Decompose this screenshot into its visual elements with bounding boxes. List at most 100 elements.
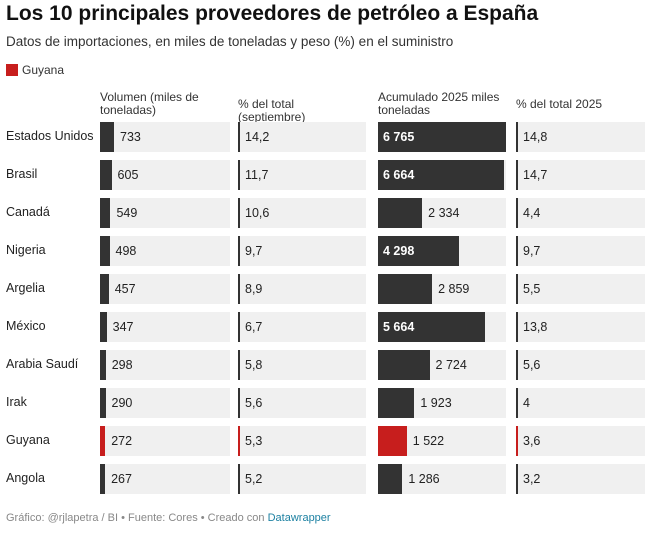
bar bbox=[378, 236, 460, 266]
row-label: Arabia Saudí bbox=[6, 357, 79, 371]
value-label: 5,8 bbox=[245, 358, 263, 372]
legend: Guyana bbox=[6, 63, 64, 77]
value-label: 13,8 bbox=[523, 320, 548, 334]
bar bbox=[100, 160, 112, 190]
value-rule bbox=[516, 274, 518, 304]
value-rule bbox=[516, 350, 518, 380]
value-rule bbox=[238, 198, 240, 228]
cell-bg bbox=[238, 274, 366, 304]
value-label: 4 bbox=[523, 396, 530, 410]
bar bbox=[378, 122, 506, 152]
value-label: 6 664 bbox=[383, 168, 415, 182]
value-label: 457 bbox=[114, 282, 136, 296]
cell-bg bbox=[100, 388, 230, 418]
value-rule bbox=[516, 312, 518, 342]
value-label: 14,7 bbox=[523, 168, 548, 182]
bar bbox=[378, 274, 433, 304]
value-rule bbox=[238, 274, 240, 304]
value-label: 5,3 bbox=[245, 434, 263, 448]
value-rule bbox=[238, 236, 240, 266]
subtitle: Datos de importaciones, en miles de tone… bbox=[6, 34, 454, 49]
bar bbox=[378, 464, 403, 494]
row-label: Brasil bbox=[6, 167, 38, 181]
row-label: México bbox=[6, 319, 46, 333]
cell-bg bbox=[238, 160, 366, 190]
cell-bg bbox=[238, 464, 366, 494]
bar bbox=[100, 388, 106, 418]
bar bbox=[378, 426, 407, 456]
value-rule bbox=[516, 236, 518, 266]
column-header: % del total (septiembre) bbox=[238, 97, 306, 124]
title: Los 10 principales proveedores de petról… bbox=[6, 2, 539, 25]
value-rule bbox=[238, 312, 240, 342]
value-rule bbox=[516, 388, 518, 418]
value-label: 290 bbox=[111, 396, 133, 410]
value-rule bbox=[516, 122, 518, 152]
value-label: 6 765 bbox=[383, 130, 415, 144]
value-label: 10,6 bbox=[245, 206, 270, 220]
value-label: 3,2 bbox=[523, 472, 541, 486]
value-label: 5,2 bbox=[245, 472, 263, 486]
cell-bg bbox=[100, 426, 230, 456]
row-label: Irak bbox=[6, 395, 27, 409]
legend-label: Guyana bbox=[22, 63, 65, 77]
bar bbox=[100, 198, 111, 228]
cell-bg bbox=[516, 122, 645, 152]
value-rule bbox=[238, 464, 240, 494]
cell-bg bbox=[238, 350, 366, 380]
value-label: 4,4 bbox=[523, 206, 541, 220]
value-label: 733 bbox=[120, 130, 141, 144]
cell-bg bbox=[238, 312, 366, 342]
value-label: 6,7 bbox=[245, 320, 263, 334]
value-rule bbox=[238, 160, 240, 190]
value-label: 267 bbox=[111, 472, 132, 486]
cell-bg bbox=[516, 464, 645, 494]
cell-bg bbox=[238, 236, 366, 266]
value-rule bbox=[516, 426, 518, 456]
value-label: 347 bbox=[112, 320, 134, 334]
cell-bg bbox=[100, 274, 230, 304]
value-label: 298 bbox=[111, 358, 133, 372]
column-header: Acumulado 2025 miles toneladas bbox=[378, 90, 500, 117]
cell-bg bbox=[100, 198, 230, 228]
value-label: 9,7 bbox=[523, 244, 541, 258]
column-header: Volumen (miles de toneladas) bbox=[100, 90, 199, 117]
cell-bg bbox=[100, 350, 230, 380]
row-label: Guyana bbox=[6, 433, 50, 447]
legend-swatch bbox=[6, 64, 18, 76]
footer-link[interactable]: Datawrapper bbox=[267, 512, 331, 524]
value-label: 2 859 bbox=[438, 282, 470, 296]
value-label: 5 664 bbox=[383, 320, 415, 334]
bar bbox=[100, 312, 107, 342]
value-label: 14,8 bbox=[523, 130, 548, 144]
cell-bg bbox=[516, 198, 645, 228]
value-label: 2 724 bbox=[435, 358, 467, 372]
value-label: 1 286 bbox=[408, 472, 440, 486]
bar bbox=[100, 350, 106, 380]
cell-bg bbox=[100, 160, 230, 190]
value-label: 498 bbox=[115, 244, 137, 258]
cell-bg bbox=[516, 160, 645, 190]
value-rule bbox=[238, 122, 240, 152]
value-label: 8,9 bbox=[245, 282, 263, 296]
cell-bg bbox=[516, 350, 645, 380]
bar bbox=[100, 426, 106, 456]
row-label: Estados Unidos bbox=[6, 129, 94, 143]
value-rule bbox=[238, 388, 240, 418]
cell-bg bbox=[516, 236, 645, 266]
value-rule bbox=[238, 350, 240, 380]
value-label: 14,2 bbox=[245, 130, 270, 144]
value-label: 549 bbox=[116, 206, 138, 220]
cell-bg bbox=[238, 198, 366, 228]
cell-bg bbox=[516, 274, 645, 304]
footer: Gráfico: @rjlapetra / BI • Fuente: Cores… bbox=[6, 512, 331, 524]
column-header: % del total 2025 bbox=[516, 97, 603, 111]
value-label: 11,7 bbox=[245, 168, 269, 182]
value-label: 4 298 bbox=[383, 244, 415, 258]
value-rule bbox=[516, 160, 518, 190]
cell-bg bbox=[238, 122, 366, 152]
value-label: 9,7 bbox=[245, 244, 263, 258]
footer-text: Gráfico: @rjlapetra / BI • Fuente: Cores… bbox=[6, 512, 265, 524]
cell-bg bbox=[100, 122, 230, 152]
